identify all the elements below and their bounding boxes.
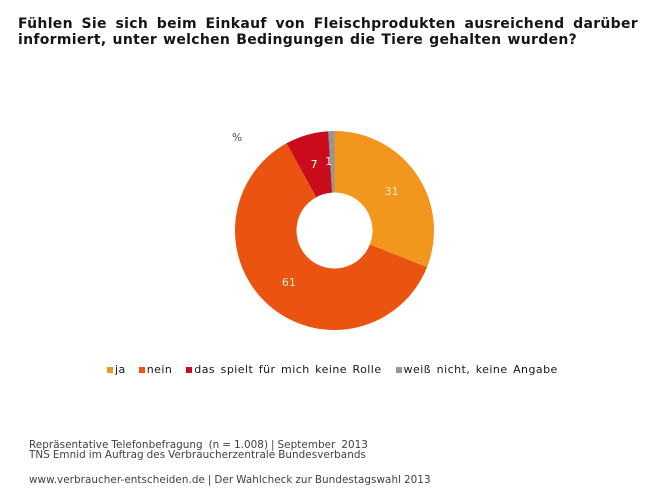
slice-value-label-4: 1 (325, 155, 332, 168)
legend-swatch-3 (186, 366, 193, 373)
footer-credit: www.verbraucher-entscheiden.de | Der Wah… (29, 474, 431, 486)
chart-title: Fühlen Sie sich beim Einkauf von Fleisch… (18, 16, 638, 49)
legend-label-4: weiß nicht, keine Angabe (403, 363, 558, 376)
legend-swatch-2 (138, 366, 145, 373)
percent-unit-label: % (232, 132, 242, 144)
slice-value-label-2: 61 (282, 276, 296, 289)
legend-item-4: weiß nicht, keine Angabe (395, 363, 558, 376)
source-note-line1: Repräsentative Telefonbefragung (n = 1.0… (29, 438, 368, 451)
legend-label-3: das spielt für mich keine Rolle (194, 363, 382, 376)
chart-title-line2: informiert, unter welchen Bedingungen di… (18, 32, 578, 49)
legend-label-1: ja (115, 363, 126, 376)
legend-item-3: das spielt für mich keine Rolle (186, 363, 381, 376)
slice-value-label-3: 7 (311, 158, 318, 171)
donut-slice-3 (286, 131, 333, 198)
legend-item-2: nein (138, 363, 173, 376)
legend-item-1: ja (107, 363, 126, 376)
legend-label-2: nein (146, 363, 173, 376)
donut-slice-2 (234, 143, 428, 331)
donut-slice-1 (334, 131, 434, 268)
legend-swatch-4 (395, 366, 402, 373)
source-note-line2: TNS Emnid im Auftrag des Verbraucherzent… (29, 448, 366, 461)
legend-swatch-1 (107, 366, 113, 373)
source-note: Repräsentative Telefonbefragung (n = 1.0… (29, 438, 368, 461)
chart-title-line1: Fühlen Sie sich beim Einkauf von Fleisch… (18, 16, 638, 32)
chart-legend: ja nein das spielt für mich keine Rolle wei… (107, 363, 558, 376)
slice-value-label-1: 31 (385, 185, 399, 198)
donut-slice-4 (328, 131, 335, 193)
